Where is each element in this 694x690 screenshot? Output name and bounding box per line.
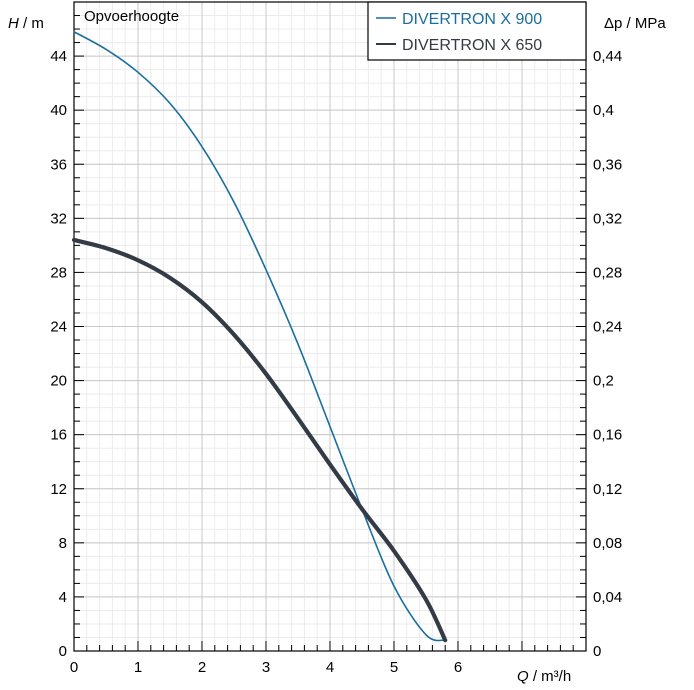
y-tick-label-right: 0,12 [593, 481, 622, 498]
legend-entry-divertron-x-900: DIVERTRON X 900 [402, 11, 542, 28]
x-tick-label: 5 [390, 659, 398, 676]
x-tick-label: 6 [454, 659, 462, 676]
y-tick-label-left: 12 [50, 481, 67, 498]
y-tick-label-left: 36 [50, 156, 67, 173]
y-tick-label-left: 20 [50, 373, 67, 390]
series-line-divertron-x-900 [73, 30, 446, 642]
legend-box [367, 1, 587, 61]
y-tick-label-right: 0,2 [593, 373, 614, 390]
y-tick-label-left: 4 [59, 589, 67, 606]
series-line-divertron-x-650 [71, 237, 448, 643]
legend-entry-divertron-x-650: DIVERTRON X 650 [402, 37, 542, 54]
y-axis-label-right: Δp / MPa [604, 15, 666, 32]
x-tick-label: 1 [134, 659, 142, 676]
y-tick-label-left: 40 [50, 102, 67, 119]
y-tick-label-left: 0 [59, 643, 67, 660]
chart-title: Opvoerhoogte [84, 8, 179, 25]
y-tick-label-right: 0 [593, 643, 601, 660]
x-tick-label: 2 [198, 659, 206, 676]
y-tick-label-left: 8 [59, 535, 67, 552]
y-tick-label-right: 0,28 [593, 264, 622, 281]
y-tick-label-left: 16 [50, 427, 67, 444]
legend: DIVERTRON X 900 DIVERTRON X 650 [367, 1, 587, 61]
y-tick-label-right: 0,32 [593, 210, 622, 227]
y-tick-label-left: 32 [50, 210, 67, 227]
x-tick-label: 0 [70, 659, 78, 676]
tick-labels: 0 1 2 3 4 5 604812162024283236404400,040,080,1… [50, 48, 622, 676]
y-tick-label-right: 0,44 [593, 48, 622, 65]
y-tick-label-right: 0,24 [593, 319, 622, 336]
x-tick-label: 4 [326, 659, 334, 676]
y-tick-label-right: 0,16 [593, 427, 622, 444]
series-lines [71, 30, 448, 643]
y-tick-label-right: 0,4 [593, 102, 614, 119]
y-tick-label-right: 0,08 [593, 535, 622, 552]
y-axis-label-left: H / m [8, 15, 44, 32]
y-tick-label-left: 44 [50, 48, 67, 65]
x-tick-label: 3 [262, 659, 270, 676]
y-tick-label-left: 24 [50, 319, 67, 336]
y-tick-label-left: 28 [50, 264, 67, 281]
y-tick-label-right: 0,04 [593, 589, 622, 606]
y-tick-label-right: 0,36 [593, 156, 622, 173]
x-axis-label: Q / m³/h [517, 668, 571, 685]
